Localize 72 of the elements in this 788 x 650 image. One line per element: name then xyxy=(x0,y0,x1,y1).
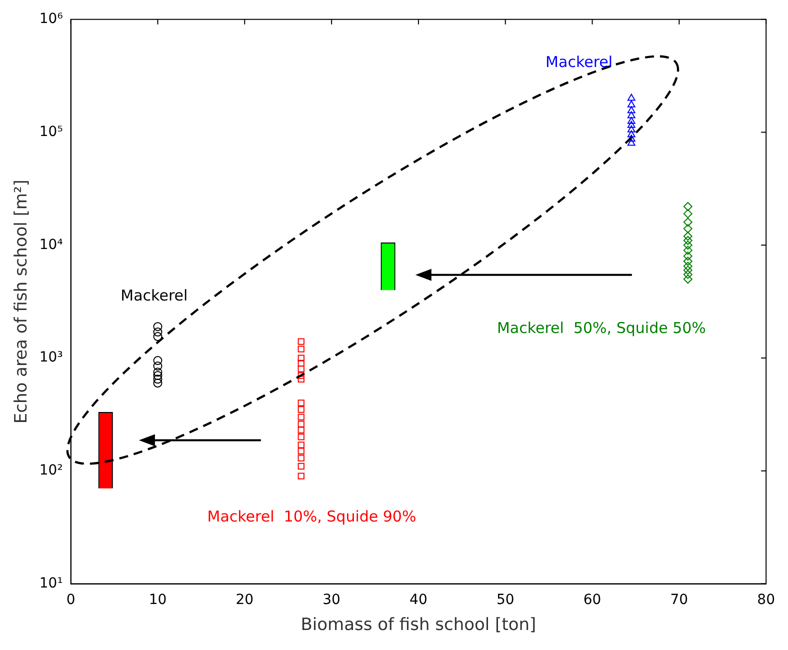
point xyxy=(627,134,636,142)
point xyxy=(683,224,692,234)
y-tick-label: 10⁶ xyxy=(39,11,64,28)
point xyxy=(298,434,304,440)
annotation: Mackerel xyxy=(546,52,613,71)
x-tick-label: 0 xyxy=(66,592,76,608)
point xyxy=(683,202,692,212)
x-tick-label: 40 xyxy=(410,592,428,608)
point xyxy=(683,240,692,250)
x-tick-label: 80 xyxy=(757,592,776,608)
y-tick-label: 10³ xyxy=(39,350,63,366)
point xyxy=(153,322,162,332)
x-tick-label: 60 xyxy=(583,592,602,608)
x-tick-label: 70 xyxy=(670,592,688,608)
y-tick-label: 10⁵ xyxy=(39,124,63,140)
point xyxy=(627,120,636,128)
point xyxy=(683,218,692,227)
point xyxy=(298,338,304,345)
point xyxy=(627,94,636,101)
point xyxy=(298,426,304,434)
point xyxy=(153,356,162,366)
point xyxy=(683,274,692,284)
point xyxy=(298,354,304,362)
annotation: Mackerel 50%, Squide 50% xyxy=(496,319,706,338)
point xyxy=(627,116,636,124)
point xyxy=(153,332,162,342)
annotation: Mackerel xyxy=(120,286,188,305)
point xyxy=(683,270,692,279)
point xyxy=(153,374,162,384)
y-tick-label: 10⁴ xyxy=(39,236,64,253)
point xyxy=(683,246,692,255)
point xyxy=(153,368,162,377)
y-tick-label: 10¹ xyxy=(39,575,63,592)
point xyxy=(627,111,636,118)
point xyxy=(683,252,692,261)
point xyxy=(153,378,162,388)
y-tick-label: 10² xyxy=(39,462,63,479)
point xyxy=(298,376,304,382)
point xyxy=(298,462,304,470)
point xyxy=(683,262,692,271)
point xyxy=(298,448,304,454)
point xyxy=(298,472,304,480)
x-tick-label: 50 xyxy=(496,592,514,608)
point xyxy=(683,232,692,241)
point xyxy=(683,256,692,266)
point xyxy=(627,130,636,138)
point xyxy=(298,372,304,379)
point xyxy=(683,236,692,245)
point xyxy=(298,420,304,428)
point xyxy=(298,400,304,406)
x-tick-label: 30 xyxy=(322,592,340,608)
point xyxy=(627,125,636,132)
x-tick-label: 20 xyxy=(236,592,254,608)
x-axis-title: Biomass of fish school [ton] xyxy=(300,615,536,636)
point xyxy=(627,100,636,108)
annotation: Mackerel 10%, Squide 90% xyxy=(207,507,416,526)
point xyxy=(298,406,304,413)
point xyxy=(153,328,162,337)
point xyxy=(298,366,304,372)
point xyxy=(298,346,304,352)
point xyxy=(683,266,692,275)
point xyxy=(683,209,692,218)
point xyxy=(298,454,304,462)
point xyxy=(298,360,304,367)
point xyxy=(153,371,162,380)
point xyxy=(627,106,636,114)
point xyxy=(298,414,304,420)
x-tick-label: 10 xyxy=(148,592,167,608)
y-axis-title: Echo area of fish school [m²] xyxy=(12,180,32,424)
point xyxy=(298,442,304,448)
point xyxy=(153,362,162,371)
point xyxy=(627,138,636,146)
